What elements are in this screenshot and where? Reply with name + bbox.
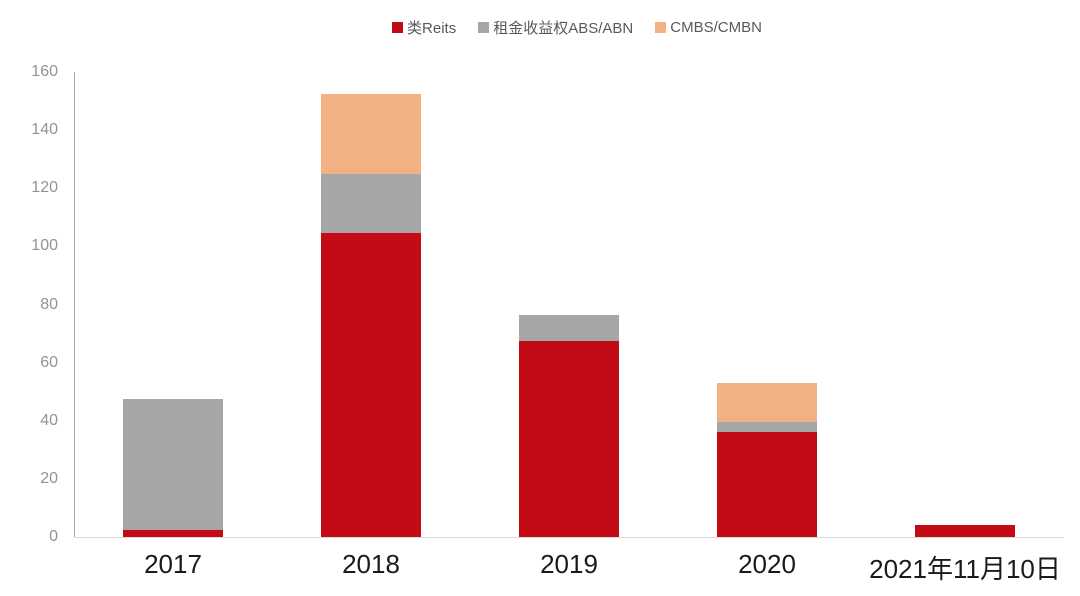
legend-item-1: 租金收益权ABS/ABN — [478, 17, 633, 38]
bar-segment-类Reits — [321, 233, 421, 537]
bar-2021年11月10日 — [915, 72, 1015, 537]
x-tick-label: 2018 — [342, 549, 400, 579]
bar-segment-CMBS/CMBN — [717, 382, 817, 423]
legend-item-0: 类Reits — [392, 17, 456, 38]
x-tick-label: 2019 — [540, 549, 598, 579]
bar-segment-租金收益权ABS/ABN — [717, 422, 817, 433]
x-axis-line — [74, 537, 1064, 538]
y-tick-label: 20 — [40, 469, 58, 487]
legend-label: CMBS/CMBN — [670, 19, 762, 36]
y-axis-line — [74, 72, 75, 537]
legend-label: 类Reits — [407, 20, 457, 37]
bar-segment-租金收益权ABS/ABN — [519, 314, 619, 341]
legend-label: 租金收益权ABS/ABN — [493, 20, 634, 37]
x-tick-label: 2017 — [144, 549, 202, 579]
bar-2020 — [717, 72, 817, 537]
bar-segment-类Reits — [519, 340, 619, 537]
y-tick-label: 80 — [40, 295, 58, 313]
chart-legend: 类Reits 租金收益权ABS/ABN CMBS/CMBN — [74, 17, 1080, 38]
bar-2018 — [321, 72, 421, 537]
legend-item-2: CMBS/CMBN — [655, 19, 762, 36]
bar-segment-租金收益权ABS/ABN — [321, 173, 421, 234]
y-tick-label: 0 — [49, 528, 58, 545]
y-tick-label: 160 — [31, 63, 58, 80]
bar-segment-类Reits — [717, 432, 817, 537]
y-tick-label: 40 — [40, 411, 58, 429]
bar-2017 — [123, 72, 223, 537]
bar-segment-CMBS/CMBN — [321, 93, 421, 174]
bar-2019 — [519, 72, 619, 537]
legend-swatch-icon — [478, 22, 490, 33]
y-tick-label: 100 — [31, 237, 58, 255]
bar-segment-租金收益权ABS/ABN — [123, 398, 223, 530]
legend-swatch-icon — [392, 22, 404, 33]
y-tick-label: 140 — [31, 121, 58, 139]
plot-area — [74, 72, 1064, 538]
y-tick-label: 120 — [31, 179, 58, 197]
bar-segment-类Reits — [915, 525, 1015, 537]
x-tick-label: 2020 — [738, 549, 796, 579]
bar-segment-类Reits — [123, 529, 223, 537]
y-tick-label: 60 — [40, 353, 58, 371]
x-tick-label: 2021年11月10日 — [869, 554, 1061, 584]
legend-swatch-icon — [655, 22, 667, 33]
